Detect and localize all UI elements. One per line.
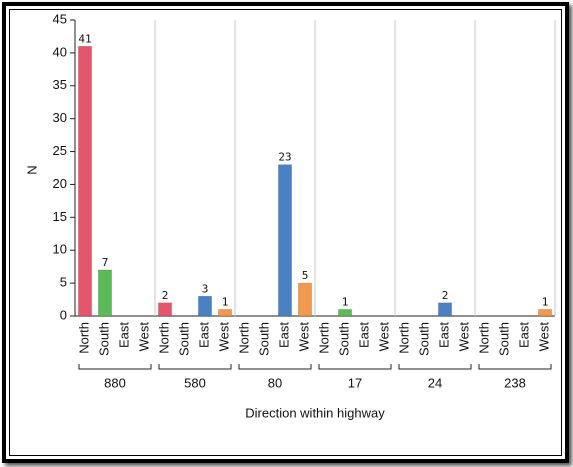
direction-label: West <box>536 322 551 352</box>
y-tick-label: 20 <box>53 176 67 191</box>
direction-label: East <box>516 322 531 348</box>
data-label: 1 <box>222 295 229 308</box>
direction-label: West <box>456 322 471 352</box>
group-label: 238 <box>504 375 526 390</box>
bar <box>198 296 212 317</box>
y-tick-label: 0 <box>60 307 67 322</box>
direction-label: North <box>156 322 171 354</box>
direction-label: West <box>216 322 231 352</box>
group-bracket <box>158 364 232 370</box>
data-label: 5 <box>302 269 309 282</box>
data-label: 23 <box>278 151 291 164</box>
direction-label: East <box>116 322 131 348</box>
data-label: 3 <box>202 282 209 295</box>
group-label: 580 <box>184 375 206 390</box>
y-tick-label: 45 <box>53 11 67 26</box>
direction-label: East <box>196 322 211 348</box>
y-tick-label: 35 <box>53 77 67 92</box>
direction-label: West <box>136 322 151 352</box>
group-label: 24 <box>428 375 442 390</box>
y-tick-label: 5 <box>60 275 67 290</box>
bar <box>158 302 172 317</box>
group-label: 80 <box>268 375 282 390</box>
y-axis-title: N <box>24 165 39 174</box>
bar <box>78 46 92 317</box>
direction-label: North <box>476 322 491 354</box>
group-bracket <box>78 364 152 370</box>
direction-label: South <box>496 322 511 356</box>
direction-label: North <box>76 322 91 354</box>
direction-label: East <box>436 322 451 348</box>
frame-inner <box>9 9 562 456</box>
direction-label: South <box>176 322 191 356</box>
bar <box>538 309 552 317</box>
y-tick-label: 30 <box>53 110 67 125</box>
group-bracket <box>238 364 312 370</box>
y-tick-label: 10 <box>53 242 67 257</box>
group-label: 880 <box>104 375 126 390</box>
direction-label: West <box>376 322 391 352</box>
direction-label: East <box>276 322 291 348</box>
data-label: 2 <box>442 289 449 302</box>
x-axis-title: Direction within highway <box>245 405 385 420</box>
bar <box>98 269 112 317</box>
group-bracket <box>318 364 392 370</box>
direction-label: South <box>96 322 111 356</box>
y-tick-label: 40 <box>53 44 67 59</box>
bar <box>298 282 312 317</box>
data-label: 1 <box>542 295 549 308</box>
bar <box>278 164 292 317</box>
data-label: 41 <box>78 32 91 45</box>
bar <box>438 302 452 317</box>
direction-label: East <box>356 322 371 348</box>
direction-label: West <box>296 322 311 352</box>
direction-label: South <box>416 322 431 356</box>
data-label: 7 <box>102 256 109 269</box>
bar <box>218 309 232 317</box>
bar <box>338 309 352 317</box>
y-tick-label: 15 <box>53 209 67 224</box>
data-label: 1 <box>342 295 349 308</box>
direction-label: South <box>256 322 271 356</box>
direction-label: South <box>336 322 351 356</box>
direction-label: North <box>316 322 331 354</box>
direction-label: North <box>236 322 251 354</box>
group-bracket <box>478 364 552 370</box>
group-label: 17 <box>348 375 362 390</box>
direction-label: North <box>396 322 411 354</box>
group-bracket <box>398 364 472 370</box>
y-tick-label: 25 <box>53 143 67 158</box>
data-label: 2 <box>162 289 169 302</box>
